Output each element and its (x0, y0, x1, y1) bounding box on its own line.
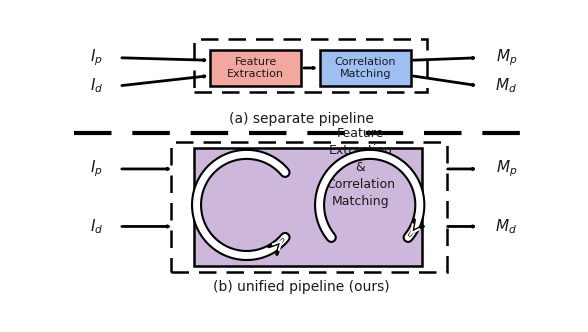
Text: $I_p$: $I_p$ (90, 159, 103, 179)
Text: $I_p$: $I_p$ (90, 47, 103, 68)
Bar (211, 50, 302, 86)
Text: $I_d$: $I_d$ (89, 217, 103, 236)
Text: $M_d$: $M_d$ (496, 217, 517, 236)
Bar (320, 50, 410, 86)
Text: $M_p$: $M_p$ (496, 47, 517, 68)
Text: (a) separate pipeline: (a) separate pipeline (229, 112, 374, 126)
Text: $I_d$: $I_d$ (89, 76, 103, 95)
Text: $M_d$: $M_d$ (496, 76, 517, 95)
Text: (b) unified pipeline (ours): (b) unified pipeline (ours) (213, 280, 390, 293)
Bar (172, 142, 447, 273)
Text: Feature
Extraction: Feature Extraction (228, 57, 284, 79)
Bar (194, 39, 427, 92)
Text: $M_p$: $M_p$ (496, 159, 517, 179)
Text: Correlation
Matching: Correlation Matching (335, 57, 396, 79)
Text: Feature
Extraction
&
Correlation
Matching: Feature Extraction & Correlation Matchin… (326, 127, 395, 208)
Bar (194, 148, 422, 266)
